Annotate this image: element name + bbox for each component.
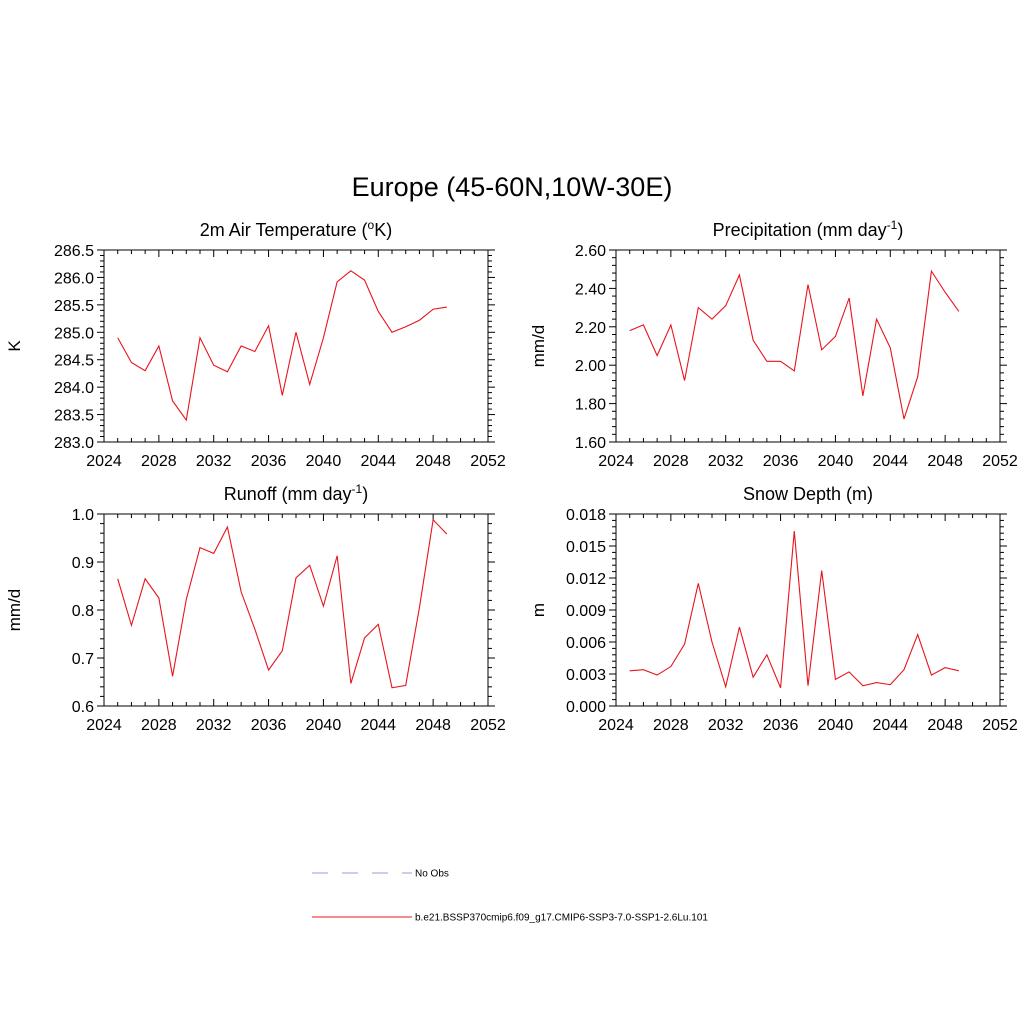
x-tick-label: 2032 bbox=[196, 453, 232, 470]
chart-panel-1: 2m Air Temperature (oK) 2024 2028 2032 2036 2… bbox=[5, 218, 506, 470]
y-tick-label: 0.006 bbox=[566, 635, 606, 652]
y-tick-label: 0.015 bbox=[566, 539, 606, 556]
chart-panel-3: Runoff (mm day-1) 2024 2028 2032 2036 2040 204… bbox=[5, 482, 506, 734]
chart-panel-2: Precipitation (mm day-1) 2024 2028 2032 2036… bbox=[529, 218, 1018, 470]
y-tick-label: 0.012 bbox=[566, 571, 606, 588]
panel-title: 2m Air Temperature (oK) bbox=[200, 218, 392, 240]
y-tick-label: 2.40 bbox=[575, 281, 606, 298]
y-axis-label: K bbox=[5, 340, 24, 352]
y-tick-label: 2.00 bbox=[575, 358, 606, 375]
chart-panels: 2m Air Temperature (oK)2024 2028 2032 2036 2… bbox=[5, 218, 1018, 734]
y-tick-label: 0.6 bbox=[72, 699, 94, 716]
x-tick-label: 2048 bbox=[927, 717, 963, 734]
x-tick-label: 2028 bbox=[653, 453, 689, 470]
y-tick-label: 0.003 bbox=[566, 667, 606, 684]
x-tick-label: 2028 bbox=[141, 717, 177, 734]
y-tick-label: 284.5 bbox=[54, 353, 94, 370]
y-tick-label: 283.5 bbox=[54, 408, 94, 425]
panel-title: Snow Depth (m) bbox=[743, 484, 873, 504]
y-tick-label: 0.018 bbox=[566, 507, 606, 524]
plot-frame bbox=[103, 513, 489, 707]
panel-title-text-end: ) bbox=[897, 220, 903, 240]
x-tick-label: 2044 bbox=[872, 717, 908, 734]
x-tick-label: 2044 bbox=[360, 453, 396, 470]
panel-title-superscript: o bbox=[368, 218, 375, 232]
y-axis-label: mm/d bbox=[5, 589, 24, 632]
panel-title: Precipitation (mm day-1) bbox=[713, 218, 904, 240]
figure-title: Europe (45-60N,10W-30E) bbox=[352, 172, 673, 202]
x-tick-label: 2040 bbox=[818, 717, 854, 734]
x-tick-label: 2044 bbox=[360, 717, 396, 734]
x-tick-label: 2040 bbox=[306, 717, 342, 734]
panel-title-superscript: -1 bbox=[887, 218, 898, 232]
series-line bbox=[629, 531, 959, 689]
panel-title-text: Runoff (mm day bbox=[224, 484, 352, 504]
series-line bbox=[117, 518, 448, 689]
legend-label-1: No Obs bbox=[415, 869, 449, 880]
plot-frame bbox=[615, 513, 1001, 707]
y-axis-label: mm/d bbox=[529, 325, 548, 368]
x-tick-label: 2036 bbox=[251, 717, 287, 734]
series-line bbox=[629, 269, 960, 420]
x-tick-label: 2048 bbox=[415, 717, 451, 734]
x-tick-label: 2024 bbox=[86, 453, 122, 470]
y-tick-label: 0.009 bbox=[566, 603, 606, 620]
x-tick-label: 2052 bbox=[470, 453, 506, 470]
y-tick-label: 285.0 bbox=[54, 325, 94, 342]
panel-title-text: Precipitation (mm day bbox=[713, 220, 887, 240]
y-tick-label: 2.20 bbox=[575, 320, 606, 337]
plot-frame bbox=[103, 249, 489, 443]
panel-title-text-end: K) bbox=[374, 220, 392, 240]
panel-title-text: Snow Depth (m) bbox=[743, 484, 873, 504]
y-tick-label: 283.0 bbox=[54, 435, 94, 452]
x-tick-label: 2036 bbox=[763, 717, 799, 734]
x-tick-label: 2052 bbox=[982, 453, 1018, 470]
y-tick-label: 286.5 bbox=[54, 243, 94, 260]
panel-title: Runoff (mm day-1) bbox=[224, 482, 368, 504]
x-tick-label: 2028 bbox=[141, 453, 177, 470]
y-tick-label: 1.0 bbox=[72, 507, 94, 524]
x-tick-label: 2052 bbox=[470, 717, 506, 734]
y-tick-label: 0.7 bbox=[72, 651, 94, 668]
y-tick-label: 0.9 bbox=[72, 555, 94, 572]
legend: No Obs b.e21.BSSP370cmip6.f09_g17.CMIP6-S… bbox=[312, 869, 708, 924]
y-tick-label: 284.0 bbox=[54, 380, 94, 397]
panel-title-superscript: -1 bbox=[352, 482, 363, 496]
y-tick-label: 285.5 bbox=[54, 298, 94, 315]
x-tick-label: 2048 bbox=[927, 453, 963, 470]
x-tick-label: 2024 bbox=[598, 453, 634, 470]
x-tick-label: 2036 bbox=[251, 453, 287, 470]
x-tick-label: 2028 bbox=[653, 717, 689, 734]
x-tick-label: 2024 bbox=[598, 717, 634, 734]
y-tick-label: 1.60 bbox=[575, 435, 606, 452]
x-tick-label: 2024 bbox=[86, 717, 122, 734]
y-tick-label: 2.60 bbox=[575, 243, 606, 260]
x-tick-label: 2040 bbox=[818, 453, 854, 470]
y-tick-label: 1.80 bbox=[575, 397, 606, 414]
y-axis-label: m bbox=[529, 603, 548, 617]
panel-title-text-end: ) bbox=[362, 484, 368, 504]
x-tick-label: 2048 bbox=[415, 453, 451, 470]
plot-frame bbox=[615, 249, 1001, 443]
y-tick-label: 286.0 bbox=[54, 270, 94, 287]
series-line bbox=[117, 270, 447, 422]
legend-label-2: b.e21.BSSP370cmip6.f09_g17.CMIP6-SSP3-7.… bbox=[415, 913, 708, 924]
x-tick-label: 2032 bbox=[196, 717, 232, 734]
x-tick-label: 2032 bbox=[708, 717, 744, 734]
panel-title-text: 2m Air Temperature ( bbox=[200, 220, 368, 240]
x-tick-label: 2036 bbox=[763, 453, 799, 470]
y-tick-label: 0.8 bbox=[72, 603, 94, 620]
x-tick-label: 2040 bbox=[306, 453, 342, 470]
x-tick-label: 2052 bbox=[982, 717, 1018, 734]
x-tick-label: 2044 bbox=[872, 453, 908, 470]
x-tick-label: 2032 bbox=[708, 453, 744, 470]
y-tick-label: 0.000 bbox=[566, 699, 606, 716]
chart-panel-4: Snow Depth (m) 2024 2028 2032 2036 2040 2044 20… bbox=[529, 484, 1018, 734]
